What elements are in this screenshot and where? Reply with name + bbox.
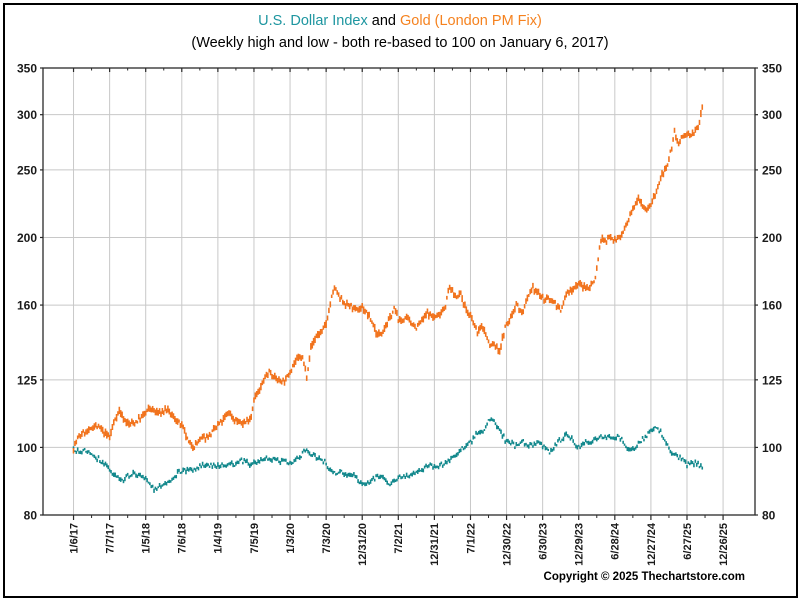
image-border bbox=[3, 3, 798, 598]
chart-title-block: U.S. Dollar Index and Gold (London PM Fi… bbox=[0, 10, 800, 54]
series-usd bbox=[72, 417, 704, 493]
x-tick-label: 12/29/23 bbox=[574, 523, 586, 566]
y-tick-label-left: 160 bbox=[17, 299, 37, 313]
x-tick-label: 12/31/20 bbox=[357, 523, 369, 566]
y-tick-label-right: 300 bbox=[762, 108, 782, 122]
x-tick-label: 7/2/21 bbox=[393, 523, 405, 554]
chart-subtitle: (Weekly high and low - both re-based to … bbox=[191, 35, 609, 51]
x-tick-label: 12/27/24 bbox=[646, 522, 658, 566]
x-tick-label: 6/27/25 bbox=[682, 523, 694, 560]
y-tick-label-left: 350 bbox=[17, 62, 37, 76]
series-gold bbox=[72, 104, 704, 454]
x-tick-label: 7/1/22 bbox=[465, 523, 477, 554]
x-tick-label: 1/5/18 bbox=[141, 523, 153, 554]
x-tick-label: 12/30/22 bbox=[501, 523, 513, 566]
x-tick-label: 6/30/23 bbox=[537, 523, 549, 560]
title-conjunction: and bbox=[367, 13, 400, 29]
title-gold-series: Gold (London PM Fix) bbox=[400, 13, 542, 29]
plot-frame bbox=[42, 67, 756, 516]
y-tick-label-right: 200 bbox=[762, 231, 782, 245]
y-tick-label-right: 80 bbox=[762, 509, 776, 523]
x-tick-label: 7/3/20 bbox=[321, 523, 333, 554]
y-tick-label-left: 125 bbox=[17, 373, 37, 387]
y-tick-label-right: 100 bbox=[762, 441, 782, 455]
y-tick-label-left: 300 bbox=[17, 108, 37, 122]
x-tick-label: 7/5/19 bbox=[249, 523, 261, 554]
y-tick-label-right: 125 bbox=[762, 373, 782, 387]
chart-title: U.S. Dollar Index and Gold (London PM Fi… bbox=[0, 10, 800, 32]
x-tick-label: 7/6/18 bbox=[177, 523, 189, 554]
y-tick-label-right: 350 bbox=[762, 62, 782, 76]
y-tick-label-left: 200 bbox=[17, 231, 37, 245]
y-tick-label-left: 100 bbox=[17, 441, 37, 455]
x-tick-label: 6/28/24 bbox=[610, 522, 622, 560]
x-tick-label: 12/26/25 bbox=[718, 523, 730, 566]
copyright-text: Copyright © 2025 Thechartstore.com bbox=[543, 571, 745, 583]
title-usd-series: U.S. Dollar Index bbox=[258, 13, 368, 29]
x-tick-label: 1/6/17 bbox=[68, 523, 80, 554]
y-tick-label-right: 250 bbox=[762, 163, 782, 177]
y-tick-label-left: 250 bbox=[17, 163, 37, 177]
x-tick-label: 7/7/17 bbox=[104, 523, 116, 554]
x-tick-label: 1/4/19 bbox=[213, 523, 225, 554]
x-tick-label: 1/3/20 bbox=[285, 523, 297, 554]
y-tick-label-left: 80 bbox=[24, 509, 38, 523]
x-tick-label: 12/31/21 bbox=[429, 523, 441, 566]
y-tick-label-right: 160 bbox=[762, 299, 782, 313]
